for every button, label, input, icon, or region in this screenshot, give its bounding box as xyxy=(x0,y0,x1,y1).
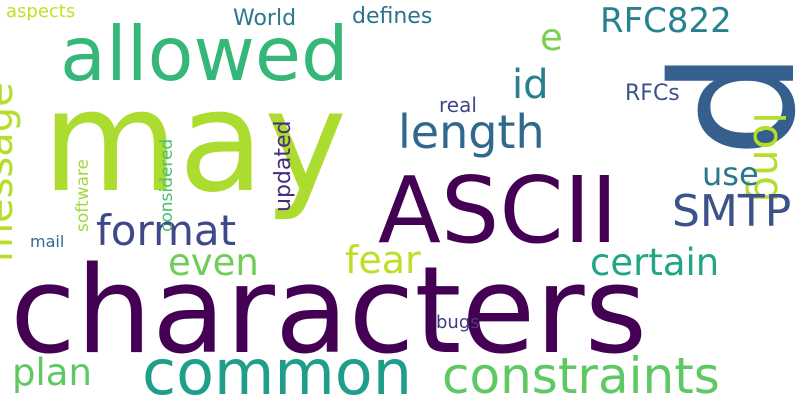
cloud-word-use: use xyxy=(702,155,759,193)
cloud-word-smtp: SMTP xyxy=(672,186,791,237)
cloud-word-long: long xyxy=(744,112,793,203)
cloud-word-defines: defines xyxy=(352,4,432,29)
cloud-word-p: p xyxy=(659,50,800,158)
cloud-word-aspects: aspects xyxy=(6,1,75,22)
cloud-word-even: even xyxy=(168,241,259,284)
cloud-word-id: id xyxy=(512,62,549,108)
cloud-word-bugs: bugs xyxy=(436,312,480,333)
cloud-word-ascii: ASCII xyxy=(378,157,618,264)
cloud-word-format: format xyxy=(96,206,236,255)
cloud-word-considered: considered xyxy=(157,139,177,232)
cloud-word-mail: mail xyxy=(30,232,64,251)
cloud-word-world: World xyxy=(233,6,296,31)
cloud-word-real: real xyxy=(439,93,477,117)
cloud-word-may: may xyxy=(42,61,347,224)
cloud-word-software: software xyxy=(73,159,93,232)
cloud-word-e: e xyxy=(540,16,563,59)
cloud-word-length: length xyxy=(398,105,545,159)
cloud-word-rfc822: RFC822 xyxy=(600,1,732,41)
cloud-word-updated: updated xyxy=(271,121,296,212)
cloud-word-certain: certain xyxy=(590,241,719,284)
cloud-word-message: message xyxy=(0,82,22,262)
cloud-word-plan: plan xyxy=(12,351,92,394)
cloud-word-allowed: allowed xyxy=(60,10,349,98)
cloud-word-characters: characters xyxy=(10,242,647,381)
cloud-word-common: common xyxy=(142,336,412,400)
cloud-word-constraints: constraints xyxy=(442,347,720,400)
cloud-word-fear: fear xyxy=(345,238,421,282)
cloud-word-rfcs: RFCs xyxy=(625,81,680,106)
